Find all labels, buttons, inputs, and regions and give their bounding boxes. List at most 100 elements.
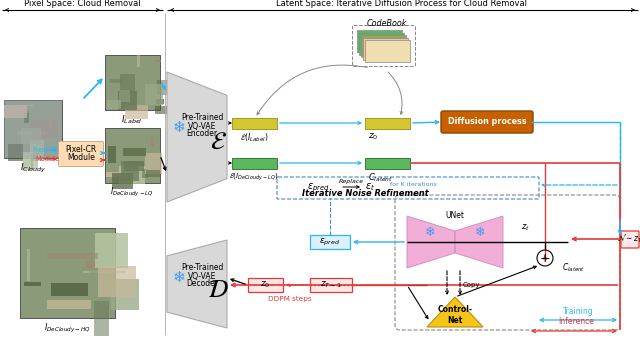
Bar	[156, 106, 180, 114]
Bar	[90, 261, 116, 295]
Bar	[21, 128, 42, 144]
Text: ❄: ❄	[173, 120, 186, 135]
Polygon shape	[167, 240, 227, 328]
Bar	[105, 55, 160, 110]
Bar	[145, 83, 163, 105]
Text: $I_{Label}$: $I_{Label}$	[121, 113, 143, 126]
Bar	[154, 60, 161, 62]
Bar	[232, 158, 277, 169]
Bar	[31, 120, 58, 139]
Bar	[95, 233, 128, 268]
Bar	[361, 35, 406, 57]
Bar	[28, 249, 29, 281]
Bar	[106, 172, 129, 177]
Bar	[105, 128, 160, 183]
Text: ❄: ❄	[475, 225, 485, 238]
Bar	[107, 100, 122, 109]
Text: $\epsilon_{pred}$: $\epsilon_{pred}$	[307, 182, 330, 194]
Text: Diffusion process: Diffusion process	[448, 118, 526, 127]
Text: Iterative Noise Refinement: Iterative Noise Refinement	[301, 189, 428, 198]
Bar	[118, 91, 137, 110]
Bar	[310, 235, 350, 249]
Text: $\mathcal{N}\sim z_T$: $\mathcal{N}\sim z_T$	[617, 233, 640, 245]
Text: $\mathcal{E}$: $\mathcal{E}$	[209, 130, 227, 154]
Text: $\mathcal{E}(I_{DeCloudy-LQ})$: $\mathcal{E}(I_{DeCloudy-LQ})$	[229, 172, 278, 183]
Text: Module: Module	[67, 154, 95, 162]
Bar	[232, 118, 277, 129]
Bar	[110, 79, 122, 83]
Text: $\epsilon_{pred}$: $\epsilon_{pred}$	[319, 236, 340, 248]
Bar	[47, 252, 98, 259]
Text: CodeBook: CodeBook	[367, 19, 407, 28]
Bar	[19, 105, 33, 106]
FancyBboxPatch shape	[621, 231, 639, 248]
Bar	[29, 140, 44, 161]
Text: $z_{T-1}$: $z_{T-1}$	[320, 280, 342, 290]
Text: Pre-Trained: Pre-Trained	[181, 114, 223, 122]
Bar	[365, 158, 410, 169]
Text: $z_0$: $z_0$	[260, 280, 270, 290]
Text: $I_{DeCloudy-HQ}$: $I_{DeCloudy-HQ}$	[44, 322, 90, 335]
Bar	[83, 271, 126, 273]
Polygon shape	[407, 216, 455, 268]
Bar	[145, 153, 162, 174]
Text: ❄: ❄	[425, 225, 435, 238]
Bar	[138, 55, 140, 67]
Bar	[51, 283, 88, 295]
Bar	[4, 105, 28, 118]
Text: UNet: UNet	[445, 211, 465, 220]
Text: Copy: Copy	[463, 282, 481, 288]
Bar	[98, 266, 136, 297]
Bar	[106, 155, 112, 156]
Bar	[248, 278, 283, 292]
Polygon shape	[455, 216, 503, 268]
Bar	[124, 148, 146, 156]
Bar	[12, 105, 30, 113]
Bar	[20, 228, 115, 318]
Text: Latent Space: Iterative Diffusion Process for Cloud Removal: Latent Space: Iterative Diffusion Proces…	[276, 0, 527, 8]
Bar	[143, 169, 148, 178]
Text: Replace: Replace	[339, 179, 364, 184]
Bar	[24, 282, 40, 286]
Bar	[146, 170, 161, 176]
Text: $C_{latent}$: $C_{latent}$	[368, 172, 393, 184]
Text: DDPM steps: DDPM steps	[268, 296, 312, 302]
Text: Module: Module	[35, 156, 59, 162]
Bar	[31, 154, 38, 169]
Bar	[8, 144, 24, 161]
Bar	[118, 90, 129, 102]
Text: Pre-Trained: Pre-Trained	[181, 263, 223, 273]
Bar	[365, 118, 410, 129]
Bar	[124, 161, 145, 171]
Bar	[120, 75, 136, 92]
Bar	[4, 100, 62, 158]
Bar	[112, 173, 133, 189]
Text: Pixel-CR: Pixel-CR	[32, 147, 59, 153]
Text: Training: Training	[563, 307, 593, 316]
Text: $\epsilon_t$: $\epsilon_t$	[365, 181, 375, 193]
Text: $I_{DeCloudy-LQ}$: $I_{DeCloudy-LQ}$	[110, 186, 154, 199]
Bar	[365, 40, 410, 62]
Bar	[363, 38, 408, 60]
Bar	[47, 300, 91, 308]
Bar	[122, 161, 139, 181]
Text: $C_{latent}$: $C_{latent}$	[562, 262, 585, 274]
Bar	[150, 137, 154, 146]
Text: $\mathcal{D}$: $\mathcal{D}$	[207, 278, 229, 302]
Bar	[24, 111, 29, 122]
Text: $\mathcal{E}(I_{Label})$: $\mathcal{E}(I_{Label})$	[240, 132, 268, 145]
Bar	[17, 131, 46, 135]
Polygon shape	[427, 297, 483, 327]
Text: Pixel Space: Cloud Removal: Pixel Space: Cloud Removal	[24, 0, 140, 8]
Text: for K iterations: for K iterations	[390, 182, 436, 186]
Text: Pixel-CR: Pixel-CR	[65, 145, 97, 155]
Bar	[4, 100, 62, 158]
FancyBboxPatch shape	[58, 142, 104, 167]
Bar	[24, 152, 33, 170]
Bar	[156, 99, 164, 104]
Text: $I_{Cloudy}$: $I_{Cloudy}$	[20, 162, 46, 175]
Text: ❄: ❄	[173, 271, 186, 286]
Bar	[108, 146, 116, 163]
Text: VQ-VAE: VQ-VAE	[188, 272, 216, 280]
Bar	[111, 279, 139, 310]
